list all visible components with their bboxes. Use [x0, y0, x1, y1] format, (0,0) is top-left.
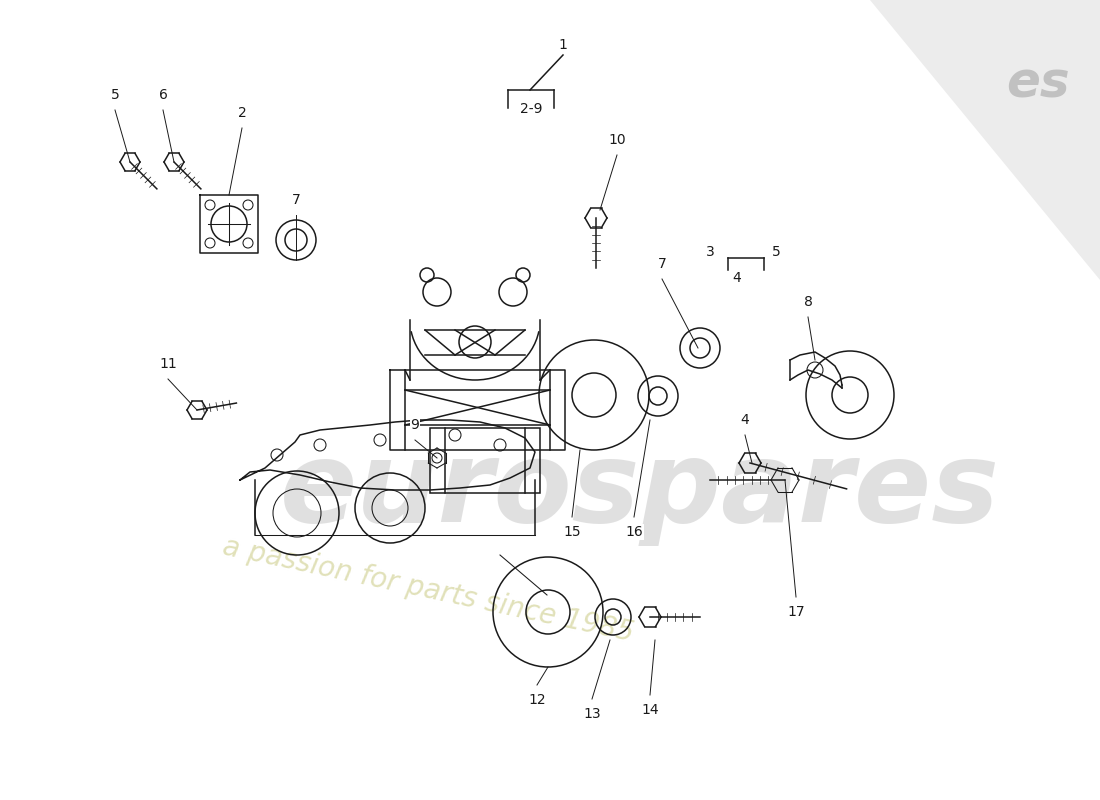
Text: 9: 9	[410, 418, 419, 432]
Text: 4: 4	[740, 413, 749, 427]
Text: 8: 8	[804, 295, 813, 309]
Text: 5: 5	[771, 245, 780, 259]
Text: 3: 3	[705, 245, 714, 259]
Text: 11: 11	[160, 357, 177, 371]
Text: 1: 1	[559, 38, 568, 52]
Text: es: es	[1006, 60, 1070, 108]
Text: a passion for parts since 1985: a passion for parts since 1985	[220, 533, 636, 647]
Text: 10: 10	[608, 133, 626, 147]
Text: 4: 4	[733, 271, 741, 285]
Text: eurospares: eurospares	[280, 434, 1000, 546]
Text: 2: 2	[238, 106, 246, 120]
Text: 17: 17	[788, 605, 805, 619]
Text: 7: 7	[658, 257, 667, 271]
Text: 5: 5	[111, 88, 120, 102]
Text: 7: 7	[292, 193, 300, 207]
Text: 12: 12	[528, 693, 546, 707]
Text: 13: 13	[583, 707, 601, 721]
Text: 2-9: 2-9	[519, 102, 542, 116]
Polygon shape	[870, 0, 1100, 280]
Text: 16: 16	[625, 525, 642, 539]
Text: 6: 6	[158, 88, 167, 102]
Text: 15: 15	[563, 525, 581, 539]
Bar	[430, 428, 540, 493]
Text: 14: 14	[641, 703, 659, 717]
